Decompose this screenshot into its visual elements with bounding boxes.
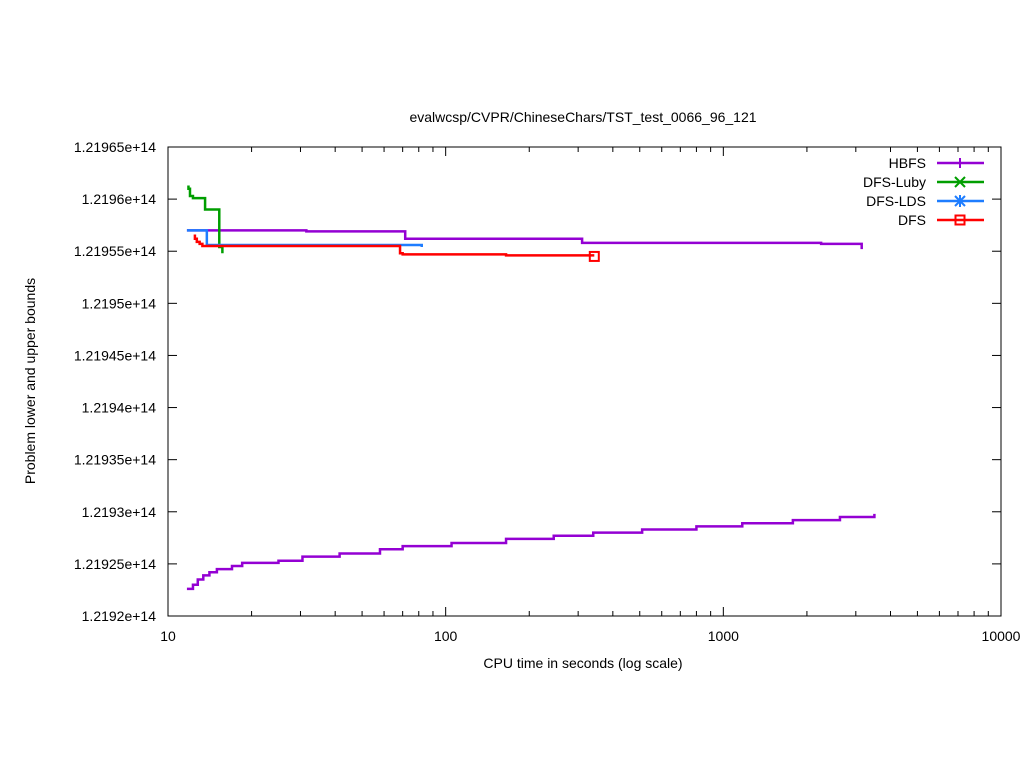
plot-frame bbox=[167, 146, 1002, 617]
plot-area bbox=[186, 185, 876, 591]
series-line-dfs bbox=[193, 234, 595, 257]
x-axis-label: CPU time in seconds (log scale) bbox=[483, 655, 682, 671]
y-axis: 1.2192e+14 1.21925e+14 1.2193e+14 1.21935e+… bbox=[74, 139, 1001, 624]
series-line-hbfs bbox=[186, 229, 863, 250]
x-axis: 10 100 1000 10000 bbox=[160, 147, 1021, 644]
legend-label-dfs-luby: DFS-Luby bbox=[863, 174, 926, 190]
series-line-hbfs bbox=[186, 513, 876, 591]
y-tick-label: 1.21925e+14 bbox=[74, 556, 156, 572]
legend-marker-cross bbox=[954, 176, 966, 188]
y-tick-label: 1.2195e+14 bbox=[82, 295, 157, 311]
y-axis-label: Problem lower and upper bounds bbox=[22, 278, 38, 484]
legend-label-dfs: DFS bbox=[898, 212, 926, 228]
series-marker-dfs bbox=[588, 250, 600, 262]
x-tick-label: 10 bbox=[160, 628, 176, 644]
legend-label-dfs-lds: DFS-LDS bbox=[866, 193, 926, 209]
legend-label-hbfs: HBFS bbox=[889, 155, 926, 171]
y-tick-label: 1.2196e+14 bbox=[82, 191, 157, 207]
y-tick-label: 1.2193e+14 bbox=[82, 504, 157, 520]
legend-marker-box bbox=[954, 214, 966, 226]
x-tick-label: 100 bbox=[434, 628, 458, 644]
legend-marker-plus bbox=[955, 158, 965, 168]
y-tick-label: 1.21955e+14 bbox=[74, 243, 156, 259]
x-tick-label: 1000 bbox=[708, 628, 739, 644]
chart-title: evalwcsp/CVPR/ChineseChars/TST_test_0066… bbox=[409, 109, 756, 125]
y-tick-label: 1.2192e+14 bbox=[82, 608, 157, 624]
y-tick-label: 1.21965e+14 bbox=[74, 139, 156, 155]
legend-marker-star bbox=[954, 195, 966, 207]
y-tick-label: 1.2194e+14 bbox=[82, 400, 157, 416]
y-tick-label: 1.21945e+14 bbox=[74, 347, 156, 363]
x-tick-label: 10000 bbox=[982, 628, 1021, 644]
y-tick-label: 1.21935e+14 bbox=[74, 452, 156, 468]
legend: HBFS DFS-Luby DFS-LDS DFS bbox=[863, 155, 984, 228]
